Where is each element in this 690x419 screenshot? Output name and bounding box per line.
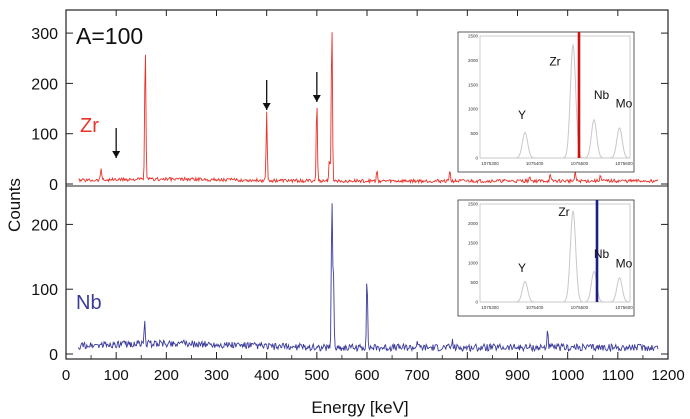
x-tick-label: 1100 [602,367,634,384]
y-tick-label: 200 [31,76,58,93]
peak-arrow-head [262,103,271,110]
y-tick-label: 300 [31,26,58,43]
inset-y-tick-label: 1500 [468,241,479,246]
y-axis-title: Counts [5,178,24,232]
inset-peak-label: Zr [558,205,569,219]
y-axis-ticks-nb: 0 100 200 [31,217,668,364]
inset-x-tick-label: 1075600 [615,161,633,166]
inset-mass-trace [480,44,630,159]
inset-y-tick-label: 2000 [468,221,479,226]
inset-y-tick-label: 0 [475,156,478,161]
zr-series-label: Zr [80,115,99,137]
inset-x-tick-label: 1075300 [481,305,499,310]
x-tick-label: 800 [455,367,480,384]
inset-y-tick-label: 500 [470,280,478,285]
x-tick-label: 600 [354,367,379,384]
nb-series-label: Nb [76,292,102,314]
zr-inset: 0 500 1000 1500 2000 2500 1075300 1075400 107550… [457,31,635,173]
zr-spectrum-line [78,32,659,185]
inset-frame [457,31,635,173]
inset-x-tick-label: 1075500 [571,305,589,310]
inset-y-tick-label: 1000 [468,260,479,265]
y-tick-label: 0 [49,347,58,364]
inset-peak-label: Mo [616,256,633,270]
inset-y-tick-label: 1500 [468,82,479,87]
inset-y-tick-label: 2500 [468,202,479,207]
y-tick-label: 200 [31,217,58,234]
x-tick-label: 0 [62,367,70,384]
inset-mass-trace [480,210,630,303]
inset-peak-label: Mo [616,97,633,111]
inset-peak-label: Y [518,261,526,275]
inset-peak-label: Zr [549,55,560,69]
x-tick-label: 400 [254,367,279,384]
inset-y-tick-label: 2500 [468,34,479,39]
inset-y-tick-label: 0 [475,300,478,305]
nb-spectrum-line [78,203,659,353]
x-axis-title: Energy [keV] [311,398,408,417]
peak-arrow-head [112,151,121,158]
inset-y-tick-label: 500 [470,131,478,136]
peak-arrows [112,72,321,158]
inset-frame [457,199,635,317]
x-tick-label: 1200 [651,367,684,384]
inset-x-tick-label: 1075400 [526,305,544,310]
nb-inset: 0 500 1000 1500 2000 2500 1075300 1075400 107550… [457,199,635,317]
x-tick-label: 1000 [551,367,584,384]
x-tick-label: 300 [204,367,229,384]
x-tick-label: 100 [104,367,129,384]
inset-x-tick-label: 1075600 [615,305,633,310]
y-axis-ticks-zr: 0 100 200 300 [31,26,668,194]
inset-peak-label: Y [518,108,526,122]
y-tick-label: 100 [31,282,58,299]
inset-x-tick-label: 1075300 [481,161,499,166]
inset-y-tick-label: 2000 [468,58,479,63]
inset-peak-label: Nb [594,247,610,261]
x-tick-label: 700 [405,367,430,384]
mass-number-label: A=100 [76,23,143,49]
peak-arrow-head [312,95,321,102]
x-tick-label: 500 [304,367,329,384]
inset-x-tick-label: 1075500 [571,161,589,166]
inset-x-tick-label: 1075400 [526,161,544,166]
x-axis-ticks: 0 100 200 300 400 500 600 700 800 900 1000 1100 1200 [62,10,685,384]
inset-y-tick-label: 1000 [468,107,479,112]
x-tick-label: 900 [505,367,530,384]
x-tick-label: 200 [154,367,179,384]
inset-peak-label: Nb [594,88,610,102]
y-tick-label: 100 [31,127,58,144]
y-tick-label: 0 [49,177,58,194]
